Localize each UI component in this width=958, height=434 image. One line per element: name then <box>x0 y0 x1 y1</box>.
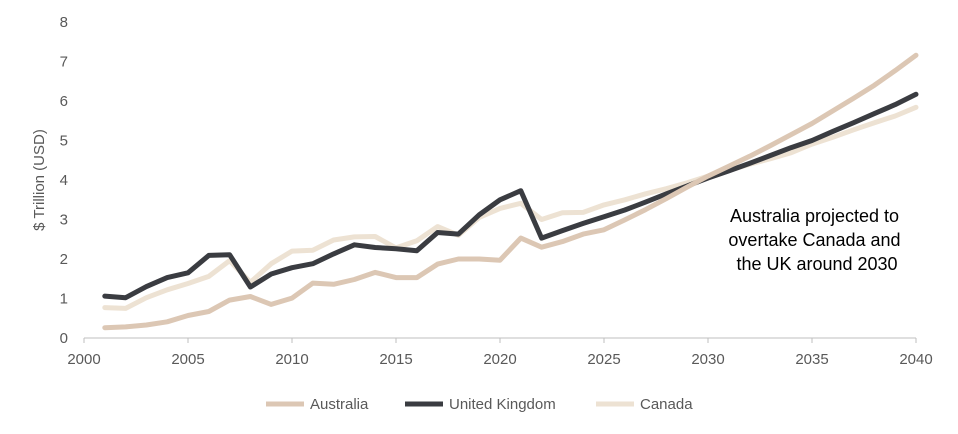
x-axis: 2000 2005 2010 2015 2020 2025 2030 2035 2040 <box>67 337 933 368</box>
legend-label-canada: Canada <box>640 396 693 413</box>
y-tick-label: 6 <box>60 93 68 110</box>
y-axis: 0 1 2 3 4 5 6 7 8 <box>60 14 68 347</box>
legend-label-united-kingdom: United Kingdom <box>449 396 556 413</box>
series-line-australia <box>102 52 919 331</box>
y-tick-label: 3 <box>60 212 68 229</box>
x-tick-label: 2030 <box>691 351 724 368</box>
y-tick-label: 4 <box>60 172 68 189</box>
series-line-united-kingdom <box>102 91 919 301</box>
y-tick-label: 0 <box>60 330 68 347</box>
annotation-line-1: Australia projected to <box>730 206 899 226</box>
y-tick-label: 8 <box>60 14 68 31</box>
x-tick-label: 2015 <box>379 351 412 368</box>
series-group <box>102 52 919 331</box>
y-tick-label: 5 <box>60 133 68 150</box>
annotation-line-2: overtake Canada and <box>728 230 900 250</box>
annotation: Australia projected to overtake Canada a… <box>728 206 905 274</box>
annotation-line-3: the UK around 2030 <box>736 254 897 274</box>
x-tick-label: 2020 <box>483 351 516 368</box>
y-tick-label: 7 <box>60 54 68 71</box>
x-tick-label: 2005 <box>171 351 204 368</box>
y-tick-label: 1 <box>60 291 68 308</box>
x-tick-label: 2040 <box>899 351 932 368</box>
x-tick-label: 2000 <box>67 351 100 368</box>
legend-label-australia: Australia <box>310 396 369 413</box>
y-axis-label: $ Trillion (USD) <box>31 129 48 231</box>
y-tick-label: 2 <box>60 251 68 268</box>
x-tick-label: 2025 <box>587 351 620 368</box>
x-tick-label: 2010 <box>275 351 308 368</box>
x-tick-label: 2035 <box>795 351 828 368</box>
legend: Australia United Kingdom Canada <box>266 396 693 413</box>
